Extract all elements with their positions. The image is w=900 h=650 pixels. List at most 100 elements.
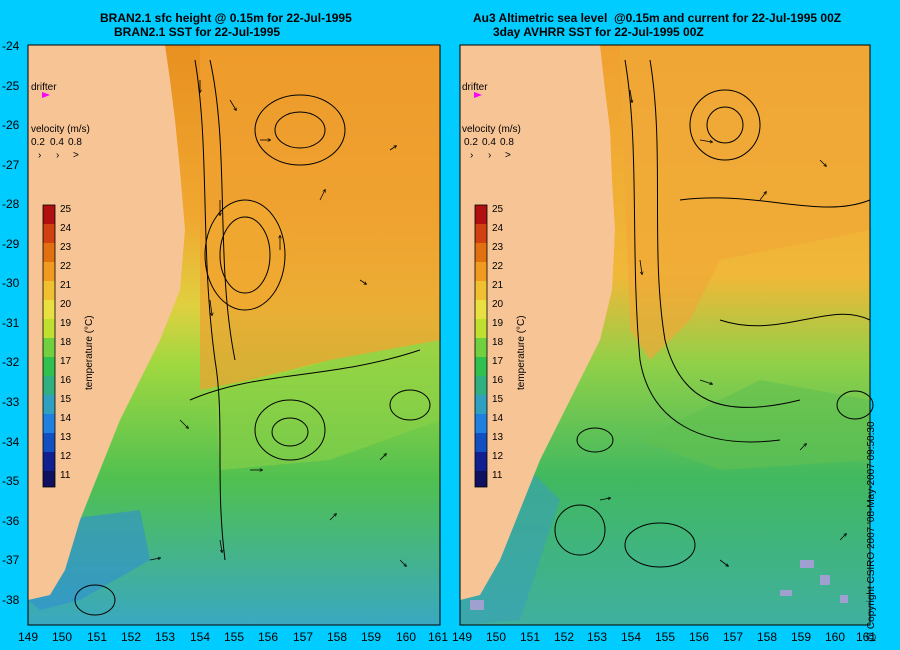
left-contours [74,59,431,616]
lon-label: 154 [621,630,641,644]
lon-label: 150 [52,630,72,644]
colorbar-tick: 12 [60,451,72,462]
left-lon-axis: 149 150 151 152 153 154 155 156 157 158 … [18,630,448,644]
colorbar-tick: 21 [60,280,72,291]
svg-text:›: › [488,150,491,161]
lat-label: -32 [2,355,20,369]
left-panel-border [27,44,441,626]
velocity-label: velocity (m/s) [31,124,90,135]
left-land-australia [28,45,185,600]
lat-label: -35 [2,474,20,488]
lat-label: -33 [2,395,20,409]
colorbar-tick: 18 [60,337,72,348]
velocity-scale-0: 0.2 [31,137,45,148]
right-panel-border [459,44,871,626]
lon-label: 161 [428,630,448,644]
lon-label: 160 [396,630,416,644]
right-panel-title-line1: Au3 Altimetric sea level @0.15m and curr… [473,11,842,25]
lat-label: -27 [2,158,20,172]
lon-label: 151 [87,630,107,644]
right-current-arrows [599,89,846,566]
left-lat-axis: -24 -25 -26 -27 -28 -29 -30 -31 -32 -33 … [2,39,20,607]
right-cloud-patches [470,560,848,610]
velocity-scale-0: 0.2 [464,137,478,148]
colorbar-tick: 22 [60,261,72,272]
lon-label: 156 [689,630,709,644]
lon-label: 160 [825,630,845,644]
colorbar-tick: 19 [492,318,504,329]
left-legend: drifter velocity (m/s) 0.2 0.4 0.8 › › > 2… [31,82,95,488]
colorbar-tick: 20 [60,299,72,310]
right-legend: drifter velocity (m/s) 0.2 0.4 0.8 › › > 2… [462,82,527,488]
lon-label: 159 [361,630,381,644]
right-land-australia [460,45,615,600]
lon-label: 152 [554,630,574,644]
colorbar-tick: 18 [492,337,504,348]
velocity-label: velocity (m/s) [462,124,521,135]
lat-label: -30 [2,276,20,290]
right-contours [554,59,874,568]
lon-label: 149 [18,630,38,644]
colorbar-tick: 12 [492,451,504,462]
lon-label: 153 [587,630,607,644]
copyright-notice: @ Copyright CSIRO 2007 '08-May-2007 09:5… [866,421,877,642]
colorbar-tick: 16 [60,375,72,386]
right-map [460,45,874,625]
colorbar-label: temperature (°C) [84,315,95,390]
lat-label: -36 [2,514,20,528]
colorbar-tick: 24 [492,223,504,234]
colorbar-tick: 23 [60,242,72,253]
colorbar-tick: 11 [60,470,71,481]
left-panel-title-line2: BRAN2.1 SST for 22-Jul-1995 [114,25,281,39]
svg-text:›: › [38,150,41,161]
lon-label: 158 [327,630,347,644]
colorbar-tick: 13 [492,432,504,443]
colorbar-tick: 19 [60,318,72,329]
lon-label: 158 [757,630,777,644]
left-colorbar: 25 24 23 22 21 20 19 18 17 16 15 14 13 1… [42,204,95,488]
velocity-scale-1: 0.4 [482,137,496,148]
colorbar-label: temperature (°C) [516,315,527,390]
lat-label: -29 [2,237,20,251]
velocity-scale-2: 0.8 [500,137,514,148]
colorbar-tick: 25 [492,204,504,215]
colorbar-tick: 22 [492,261,504,272]
lon-label: 157 [293,630,313,644]
lat-label: -24 [2,39,20,53]
colorbar-tick: 20 [492,299,504,310]
lat-label: -38 [2,593,20,607]
left-current-arrows [149,80,406,566]
colorbar-tick: 15 [60,394,72,405]
velocity-scale-1: 0.4 [50,137,64,148]
drifter-label: drifter [31,82,57,93]
right-colorbar: 25 24 23 22 21 20 19 18 17 16 15 14 13 1… [474,204,527,488]
colorbar-tick: 23 [492,242,504,253]
lat-label: -25 [2,79,20,93]
lon-label: 152 [121,630,141,644]
lon-label: 155 [655,630,675,644]
right-drifter-marker [474,92,482,98]
drifter-label: drifter [462,82,488,93]
lon-label: 150 [486,630,506,644]
right-panel-title-line2: 3day AVHRR SST for 22-Jul-1995 00Z [493,25,704,39]
velocity-scale-2: 0.8 [68,137,82,148]
lon-label: 149 [452,630,472,644]
lat-label: -31 [2,316,20,330]
colorbar-tick: 14 [60,413,72,424]
left-drifter-marker [42,92,50,98]
lon-label: 161 [856,630,876,644]
lat-label: -34 [2,435,20,449]
lat-label: -26 [2,118,20,132]
colorbar-tick: 24 [60,223,72,234]
lon-label: 159 [791,630,811,644]
colorbar-tick: 25 [60,204,72,215]
lat-label: -28 [2,197,20,211]
lon-label: 156 [258,630,278,644]
colorbar-tick: 16 [492,375,504,386]
svg-text:›: › [470,150,473,161]
colorbar-tick: 17 [60,356,72,367]
lon-label: 153 [155,630,175,644]
left-map [28,45,440,625]
svg-text:>: > [73,150,79,161]
